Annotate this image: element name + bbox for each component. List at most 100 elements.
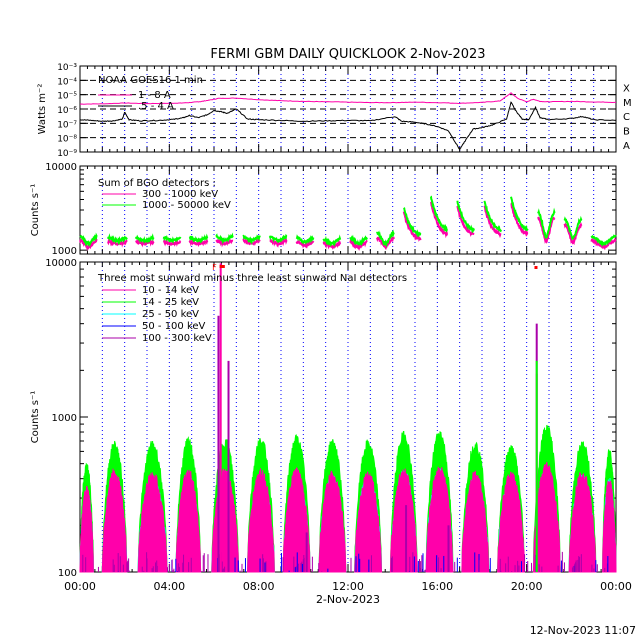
nai-series-area [532,462,561,573]
nai-legend-title: Three most sunward minus three least sun… [97,273,407,284]
bgo-series-line [349,238,368,252]
goes-series-line [79,101,617,151]
x-axis-date-label: 2-Nov-2023 [316,593,380,606]
chart-title: FERMI GBM DAILY QUICKLOOK 2-Nov-2023 [210,47,485,62]
bgo-series-line [483,205,502,239]
bgo-series-line [162,238,182,247]
bgo-series-line [134,233,155,245]
x-tick-label: 08:00 [243,580,275,593]
bgo-series-line [563,221,583,246]
bgo-series-line [590,237,617,251]
bgo-series-line [456,200,475,234]
nai-series-area [497,471,525,573]
goes-ytick-label: 10⁻⁸ [57,135,77,145]
bgo-panel: 10000 1000 Counts s⁻¹ Sum of BGO detectors … [30,162,617,257]
nai-ytick-label: 1000 [52,413,77,424]
goes-ytick-label: 10⁻⁶ [57,106,77,116]
bgo-series-line [79,232,98,248]
x-tick-label: 20:00 [511,580,543,593]
nai-series-area [425,466,454,573]
bgo-series-line [215,237,234,248]
bgo-series-line [295,237,315,249]
bgo-series-line [79,236,98,251]
goes-class-letter: X [623,84,630,95]
nai-ytick-label: 100 [58,568,77,579]
bgo-series-line [268,233,288,244]
nai-series-area [246,468,275,573]
goes-ylabel: Watts m⁻² [37,84,48,135]
nai-series-area [282,466,311,573]
nai-series-area [568,472,597,573]
goes-class-letter: B [623,127,630,138]
bgo-series-line [376,235,395,250]
x-tick-label: 04:00 [153,580,185,593]
nai-legend-entry: 14 - 25 keV [142,297,199,308]
bgo-ytick-label: 1000 [52,246,77,257]
bgo-series-line [269,236,288,248]
bgo-series-line [135,238,155,248]
nai-series-area [137,472,168,573]
bgo-legend-entry: 300 - 1000 keV [142,189,218,200]
bgo-series-line [376,229,395,248]
goes-ytick-label: 10⁻⁷ [57,120,77,130]
bgo-series-line [215,232,234,245]
goes-class-letter: C [623,112,630,123]
bgo-series-line [188,237,209,248]
bgo-series-line [429,201,448,239]
nai-series-area [79,485,94,573]
nai-flag-marker [219,265,225,268]
goes-legend-entry: 1 - 8 A [138,90,171,101]
bgo-series-line [322,239,342,250]
bgo-series-line [590,234,617,248]
bgo-series-line [106,233,128,246]
nai-flag-marker [534,266,538,269]
bgo-series-line [188,233,209,244]
bgo-series-line [349,234,368,247]
nai-series-area [602,480,617,573]
x-tick-label: 12:00 [332,580,364,593]
bgo-series-line [430,195,449,233]
bgo-series-line [242,234,261,246]
bgo-ylabel: Counts s⁻¹ [30,184,41,237]
bgo-series-line [537,216,556,245]
bgo-series-line [402,211,422,242]
bgo-series-line [510,202,529,237]
x-tick-label: 16:00 [421,580,453,593]
bgo-series-line [162,234,182,244]
nai-series-area [354,471,383,573]
nai-legend-entry: 50 - 100 keV [142,321,206,332]
bgo-legend-entry: 1000 - 50000 keV [142,200,231,211]
bgo-series-line [483,200,502,233]
goes-ytick-label: 10⁻⁴ [57,77,77,87]
nai-series-area [318,470,347,573]
bgo-series-line [537,207,556,240]
nai-flag-label: F [212,263,217,272]
nai-series-area [175,469,202,573]
goes-ytick-label: 10⁻⁵ [57,92,77,102]
nai-ylabel: Counts s⁻¹ [30,391,41,444]
bgo-series-line [107,237,128,248]
footer-timestamp: 12-Nov-2023 11:07 [530,624,636,637]
nai-legend-entry: 100 - 300 keV [142,333,212,344]
nai-ytick-label: 10000 [45,258,77,269]
goes-legend-entry: NOAA GOES16 1 min [98,75,203,86]
x-tick-label: 00:00 [600,580,632,593]
goes-series-line [79,92,616,105]
nai-series-area [389,468,418,573]
nai-legend-entry: 10 - 14 keV [142,285,199,296]
x-axis: 00:00 04:00 08:00 12:00 16:00 20:00 00:00 [64,580,632,593]
bgo-series-line [322,234,342,248]
goes-legend-entry: .5 - 4 A [138,101,174,112]
bgo-series-line [510,196,529,232]
bgo-series-line [403,207,422,238]
nai-series-area [101,468,128,573]
bgo-legend-title: Sum of BGO detectors : [98,178,216,189]
goes-class-letter: M [623,98,632,109]
goes-ytick-label: 10⁻³ [57,63,77,73]
bgo-series-line [295,234,315,246]
x-tick-label: 00:00 [64,580,96,593]
goes-ytick-label: 10⁻⁹ [57,149,77,159]
